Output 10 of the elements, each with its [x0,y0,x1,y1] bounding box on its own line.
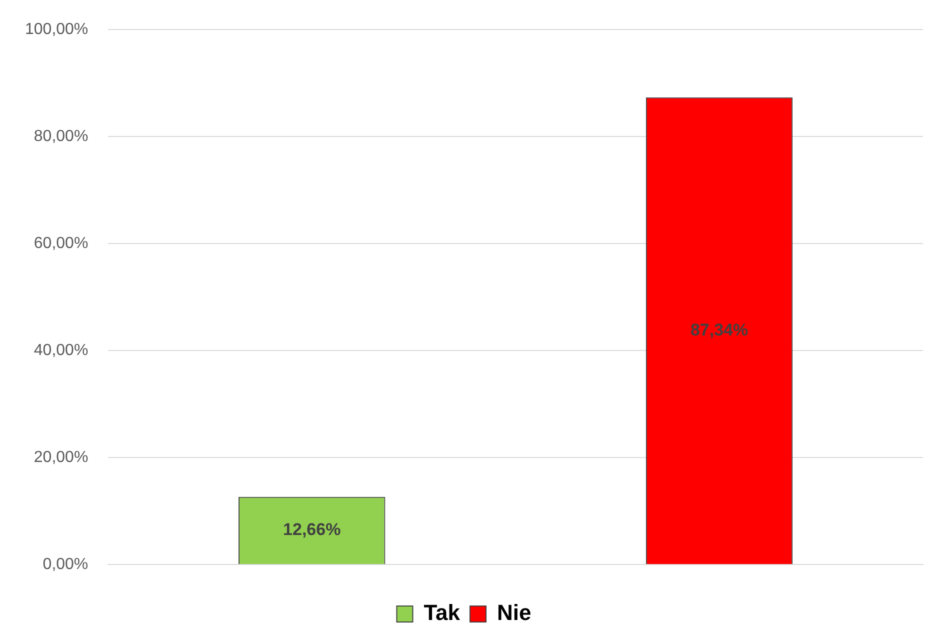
y-tick-label: 80,00% [34,128,88,146]
legend-label: Nie [497,600,532,626]
y-tick-label: 100,00% [24,21,88,38]
data-label: 87,34% [690,320,748,340]
y-tick-label: 0,00% [42,556,88,574]
y-tick-label: 60,00% [34,235,88,252]
data-label: 12,66% [283,520,341,540]
y-tick-label: 20,00% [34,449,88,466]
legend-label: Tak [424,600,461,626]
y-tick-label: 40,00% [34,342,88,360]
